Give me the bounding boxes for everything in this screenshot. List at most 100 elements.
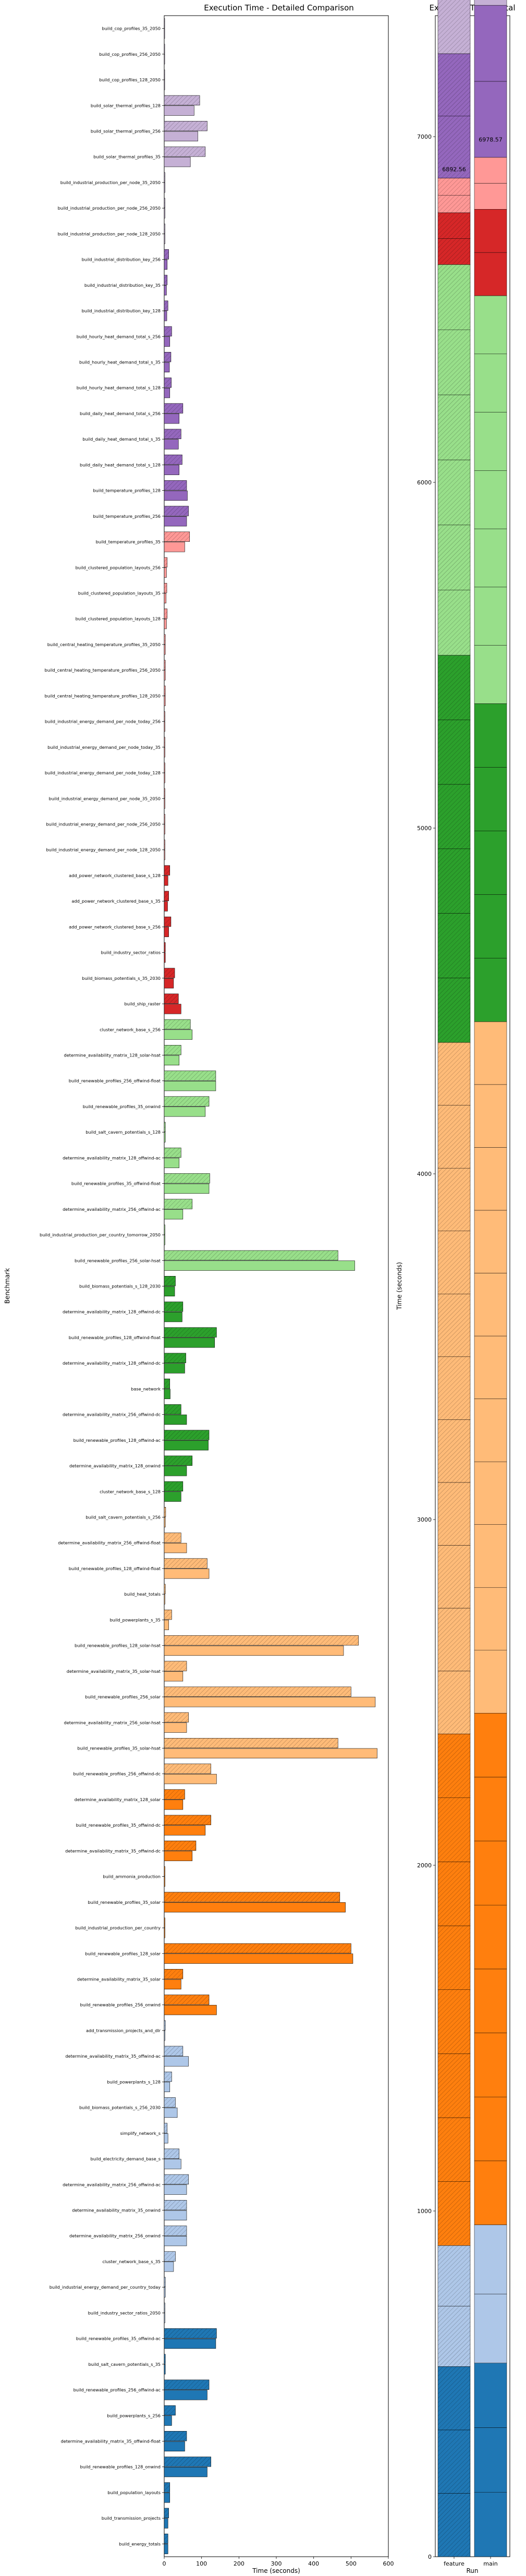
feature-bar-hatch [164,865,170,876]
feature-bar-hatch [164,1481,183,1491]
feature-stack-hatch [438,1356,470,1420]
main-bar [164,824,165,835]
main-bar [164,696,166,706]
main-stack-segment [474,1587,507,1651]
benchmark-label: build_powerplants_s_256 [107,2413,161,2418]
feature-bar-hatch [164,711,165,722]
main-bar [164,618,167,629]
benchmark-label: build_industry_sector_ratios [101,950,161,955]
y-tick-label: 1000 [417,2208,432,2215]
main-bar [164,54,165,65]
main-bar [164,2107,178,2118]
main-bar [164,311,167,321]
feature-bar-hatch [164,1019,191,1029]
feature-bar-hatch [164,583,167,593]
feature-bar-hatch [164,1764,211,1774]
feature-bar-hatch [164,1635,359,1646]
main-bar [164,1389,170,1399]
benchmark-label: build_clustered_population_layouts_256 [76,565,161,570]
main-bar [164,1158,179,1168]
main-bar [164,721,165,732]
main-bar [164,2518,168,2529]
y-tick-label: 5000 [417,825,432,832]
main-stack-segment [474,2363,507,2428]
feature-stack-hatch [438,784,470,849]
feature-stack-hatch [438,1734,470,1798]
feature-stack-hatch [438,720,470,785]
feature-bar-hatch [164,275,167,285]
feature-stack-hatch [438,1231,470,1294]
main-bar [164,234,165,244]
benchmark-label: build_renewable_profiles_256_offwind-dc [73,1771,161,1777]
feature-bar-hatch [164,609,167,619]
benchmark-label: build_temperature_profiles_256 [93,514,161,519]
feature-bar-hatch [164,2431,187,2441]
feature-bar-hatch [164,1789,185,1800]
feature-bar-hatch [164,2123,167,2133]
main-bar [164,1902,346,1913]
main-bar [164,1645,344,1656]
feature-bar-hatch [164,69,165,80]
main-bar [164,2364,166,2375]
main-stack-segment [474,1335,507,1399]
feature-stack-hatch [438,1989,470,2054]
feature-bar-hatch [164,1455,192,1466]
benchmark-label: determine_availability_matrix_35_offwind… [65,1848,161,1853]
main-bar [164,2466,207,2477]
benchmark-label: determine_availability_matrix_128_offwin… [63,1309,161,1315]
feature-bar-hatch [164,2097,176,2108]
feature-bar-hatch [164,814,165,824]
x-tick-label: 300 [271,2560,282,2567]
feature-bar-hatch [164,1712,189,1722]
feature-bar-hatch [164,2379,209,2390]
main-stack-segment [474,5,507,82]
feature-bar-hatch [164,18,165,29]
benchmark-label: build_renewable_profiles_35_offwind-dc [76,1822,161,1828]
feature-bar-hatch [164,686,166,696]
feature-bar-hatch [164,1327,217,1338]
main-bar [164,542,185,552]
feature-bar-hatch [164,1995,209,2005]
benchmark-label: build_renewable_profiles_35_offwind-ac [76,2336,161,2341]
feature-bar-hatch [164,1096,209,1107]
feature-bar-hatch [164,2405,176,2415]
benchmark-label: build_renewable_profiles_256_offwind-flo… [69,1078,161,1084]
benchmark-label: build_renewable_profiles_128_solar-hsat [75,1643,161,1648]
main-bar [164,1080,216,1091]
main-bar [164,1517,166,1528]
benchmark-label: simplify_network_s [120,2131,161,2136]
total-comparison-chart: Execution Time - Total 01000200030004000… [396,0,516,2574]
feature-bar-hatch [164,1224,165,1235]
main-stack-segment [474,295,507,355]
main-bar [164,183,165,193]
main-stack-segment [474,2427,507,2493]
benchmark-label: build_industrial_production_per_country [75,1925,161,1930]
main-bar [164,952,166,963]
main-stack-segment [474,587,507,646]
feature-bar-hatch [164,1533,181,1543]
main-bar [164,1286,175,1297]
main-bar [164,670,166,681]
feature-stack-hatch [438,1545,470,1608]
feature-bar-hatch [164,1866,165,1877]
benchmark-label: build_renewable_profiles_256_solar-hsat [75,1258,161,1263]
benchmark-label: determine_availability_matrix_128_solar-… [64,1053,161,1058]
left-y-axis-label: Benchmark [4,1268,11,1304]
feature-bar-hatch [164,891,169,901]
feature-bar-hatch [164,1250,338,1260]
feature-bar-hatch [164,1686,351,1697]
feature-stack-hatch [438,116,470,178]
benchmark-label: build_central_heating_temperature_profil… [45,667,161,673]
benchmark-label: determine_availability_matrix_256_offwin… [63,2182,161,2187]
feature-bar-hatch [164,147,205,157]
main-bar [164,1466,187,1476]
main-stack-segment [474,1084,507,1148]
feature-stack-hatch [438,2306,470,2367]
benchmark-label: build_solar_thermal_profiles_128 [91,103,161,108]
main-stack-segment [474,1461,507,1525]
main-stack-segment [474,894,507,958]
benchmark-label: build_ship_raster [124,1001,161,1006]
benchmark-label: build_industrial_production_per_node_128… [58,231,161,236]
feature-bar-hatch [164,172,165,183]
main-bar [164,2441,185,2452]
